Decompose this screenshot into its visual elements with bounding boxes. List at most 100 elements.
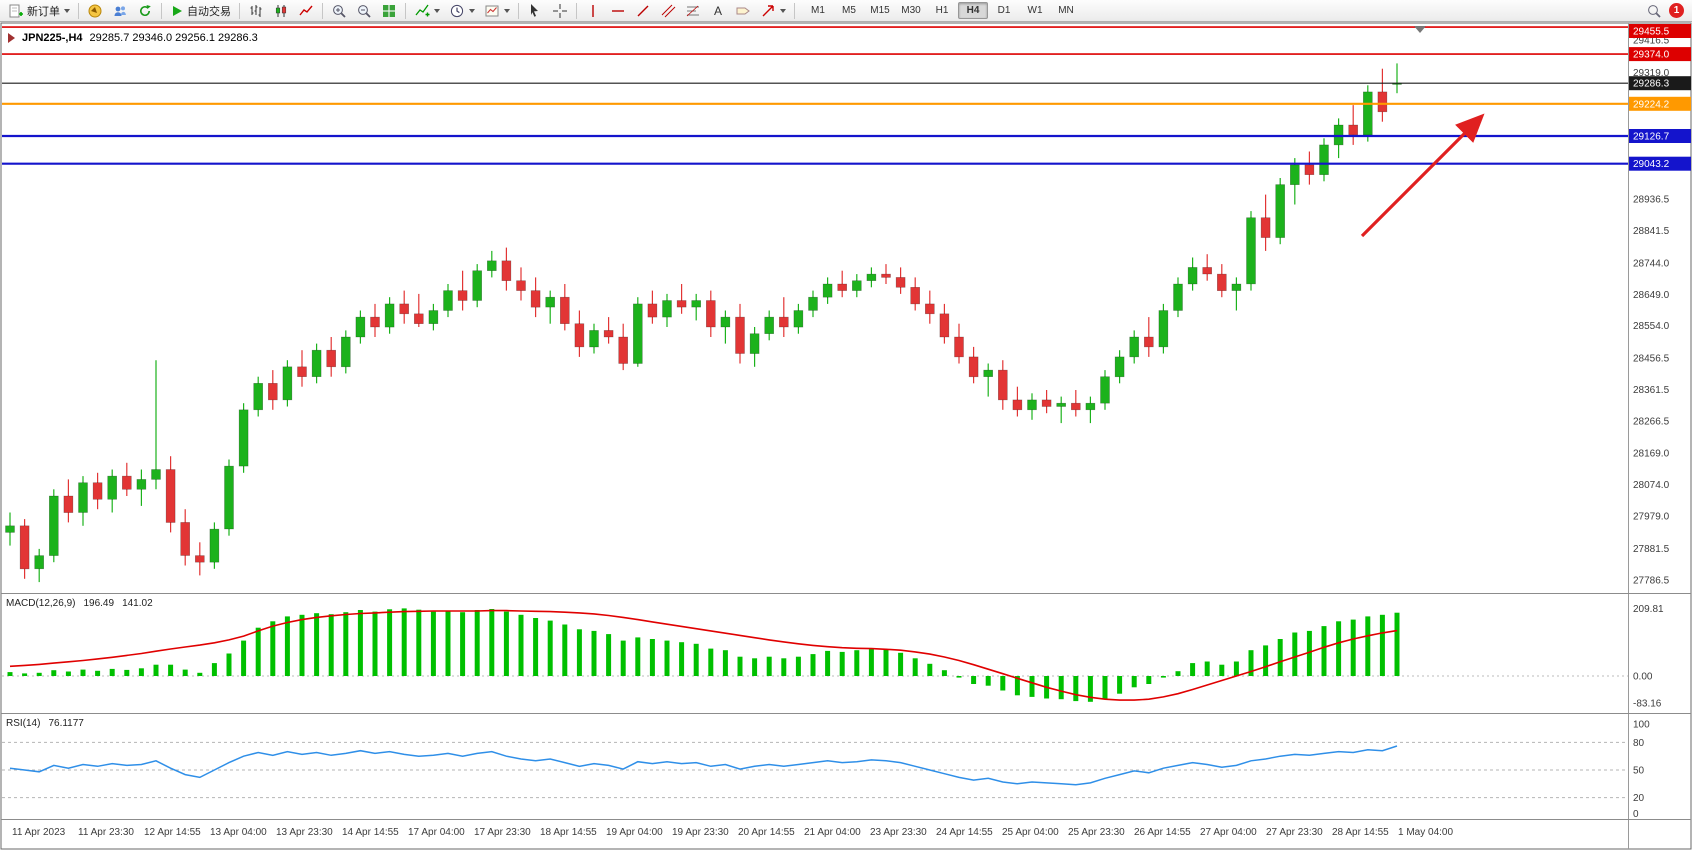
macd-bar — [153, 664, 159, 676]
horizontal-line-button[interactable] — [606, 0, 630, 22]
chart-shift-marker[interactable] — [1414, 26, 1426, 33]
templates-button[interactable] — [480, 0, 514, 22]
text-tool-button[interactable]: A — [706, 0, 730, 22]
clock-icon — [449, 3, 465, 19]
compass-icon — [87, 3, 103, 19]
svg-text:80: 80 — [1633, 738, 1645, 749]
rsi-panel: 100 80 50 20 0 — [2, 720, 1650, 820]
rsi-name: RSI(14) — [6, 718, 41, 729]
macd-bar — [693, 643, 699, 676]
tile-windows-button[interactable] — [377, 0, 401, 22]
autotrading-button[interactable]: 自动交易 — [166, 0, 235, 22]
macd-bar — [927, 663, 933, 676]
fibonacci-button[interactable] — [681, 0, 705, 22]
toolbar-separator — [239, 2, 240, 19]
trendline-button[interactable] — [631, 0, 655, 22]
chart-title: JPN225-,H4 29285.7 29346.0 29256.1 29286… — [8, 32, 258, 44]
toolbar-separator — [576, 2, 577, 19]
macd-bar — [1073, 676, 1079, 702]
bar-chart-type-button[interactable] — [244, 0, 268, 22]
candlestick-type-button[interactable] — [269, 0, 293, 22]
svg-text:14 Apr 14:55: 14 Apr 14:55 — [342, 827, 399, 838]
macd-bar — [460, 612, 466, 676]
channel-button[interactable] — [656, 0, 680, 22]
svg-text:28361.5: 28361.5 — [1633, 385, 1670, 396]
macd-bar — [1204, 661, 1210, 676]
macd-bar — [795, 656, 801, 676]
svg-text:19 Apr 04:00: 19 Apr 04:00 — [606, 827, 663, 838]
svg-text:28266.5: 28266.5 — [1633, 416, 1670, 427]
tf-m1-button[interactable]: M1 — [811, 5, 825, 16]
macd-bar — [1248, 650, 1254, 676]
macd-bar — [883, 649, 889, 676]
zoom-in-icon — [331, 3, 347, 19]
compass-button[interactable] — [83, 0, 107, 22]
macd-bar — [1219, 664, 1225, 676]
macd-bar — [1190, 663, 1196, 676]
macd-bar — [372, 611, 378, 676]
svg-text:27786.5: 27786.5 — [1633, 575, 1670, 586]
indicators-button[interactable] — [410, 0, 444, 22]
chart-window[interactable]: 29416.5 29319.0 28936.5 28841.5 28744.0 28649… — [0, 22, 1692, 850]
macd-bar — [766, 656, 772, 676]
notification-badge[interactable]: 1 — [1669, 3, 1684, 18]
tf-mn-button[interactable]: MN — [1058, 5, 1074, 16]
new-order-button[interactable]: 新订单 — [4, 0, 74, 22]
macd-bar — [898, 652, 904, 676]
tf-h4-button[interactable]: H4 — [958, 2, 988, 19]
zoom-in-button[interactable] — [327, 0, 351, 22]
users-button[interactable] — [108, 0, 132, 22]
tf-m30-button[interactable]: M30 — [901, 5, 921, 16]
trend-arrow[interactable] — [1360, 113, 1485, 238]
macd-bar — [1058, 676, 1064, 700]
tf-w1-button[interactable]: W1 — [1027, 5, 1043, 16]
tf-d1-button[interactable]: D1 — [997, 5, 1011, 16]
macd-bar — [51, 670, 57, 676]
svg-text:26 Apr 14:55: 26 Apr 14:55 — [1134, 827, 1191, 838]
periods-button[interactable] — [445, 0, 479, 22]
chart-canvas[interactable]: 29416.5 29319.0 28936.5 28841.5 28744.0 28649… — [0, 22, 1692, 850]
macd-bar — [635, 637, 641, 676]
chevron-down-icon — [504, 8, 510, 13]
one-click-trading-toggle[interactable] — [8, 33, 15, 43]
macd-bar — [197, 672, 203, 676]
macd-bar — [533, 618, 539, 676]
tf-h1-button[interactable]: H1 — [935, 5, 949, 16]
crosshair-button[interactable] — [548, 0, 572, 22]
svg-text:27 Apr 23:30: 27 Apr 23:30 — [1266, 827, 1323, 838]
toolbar-right: 1 — [1646, 3, 1688, 19]
svg-text:28074.0: 28074.0 — [1633, 480, 1670, 491]
vertical-line-button[interactable] — [581, 0, 605, 22]
horizontal-line-icon — [610, 3, 626, 19]
cursor-button[interactable] — [523, 0, 547, 22]
macd-label: MACD(12,26,9) 196.49 141.02 — [6, 598, 153, 609]
line-chart-type-button[interactable] — [294, 0, 318, 22]
label-tool-button[interactable] — [731, 0, 755, 22]
svg-text:23 Apr 23:30: 23 Apr 23:30 — [870, 827, 927, 838]
svg-text:A: A — [714, 4, 722, 18]
macd-bar — [1379, 614, 1385, 676]
zoom-out-button[interactable] — [352, 0, 376, 22]
search-icon[interactable] — [1646, 3, 1662, 19]
macd-bar — [36, 672, 42, 676]
macd-signal-line — [9, 609, 1398, 701]
svg-text:29374.0: 29374.0 — [1633, 50, 1670, 61]
candlestick-icon — [273, 3, 289, 19]
arrows-icon — [760, 3, 776, 19]
refresh-button[interactable] — [133, 0, 157, 22]
chevron-down-icon — [780, 8, 786, 13]
macd-bar — [547, 620, 553, 676]
indicators-icon — [414, 3, 430, 19]
tf-m5-button[interactable]: M5 — [842, 5, 856, 16]
candles — [5, 63, 1402, 583]
svg-text:27979.0: 27979.0 — [1633, 512, 1670, 523]
svg-text:50: 50 — [1633, 766, 1645, 777]
macd-bar — [211, 663, 217, 676]
macd-name: MACD(12,26,9) — [6, 598, 76, 609]
arrows-tool-button[interactable] — [756, 0, 790, 22]
cursor-icon — [527, 3, 543, 19]
macd-bar — [138, 668, 144, 676]
macd-bar — [65, 671, 71, 676]
macd-bar — [737, 656, 743, 676]
tf-m15-button[interactable]: M15 — [870, 5, 890, 16]
